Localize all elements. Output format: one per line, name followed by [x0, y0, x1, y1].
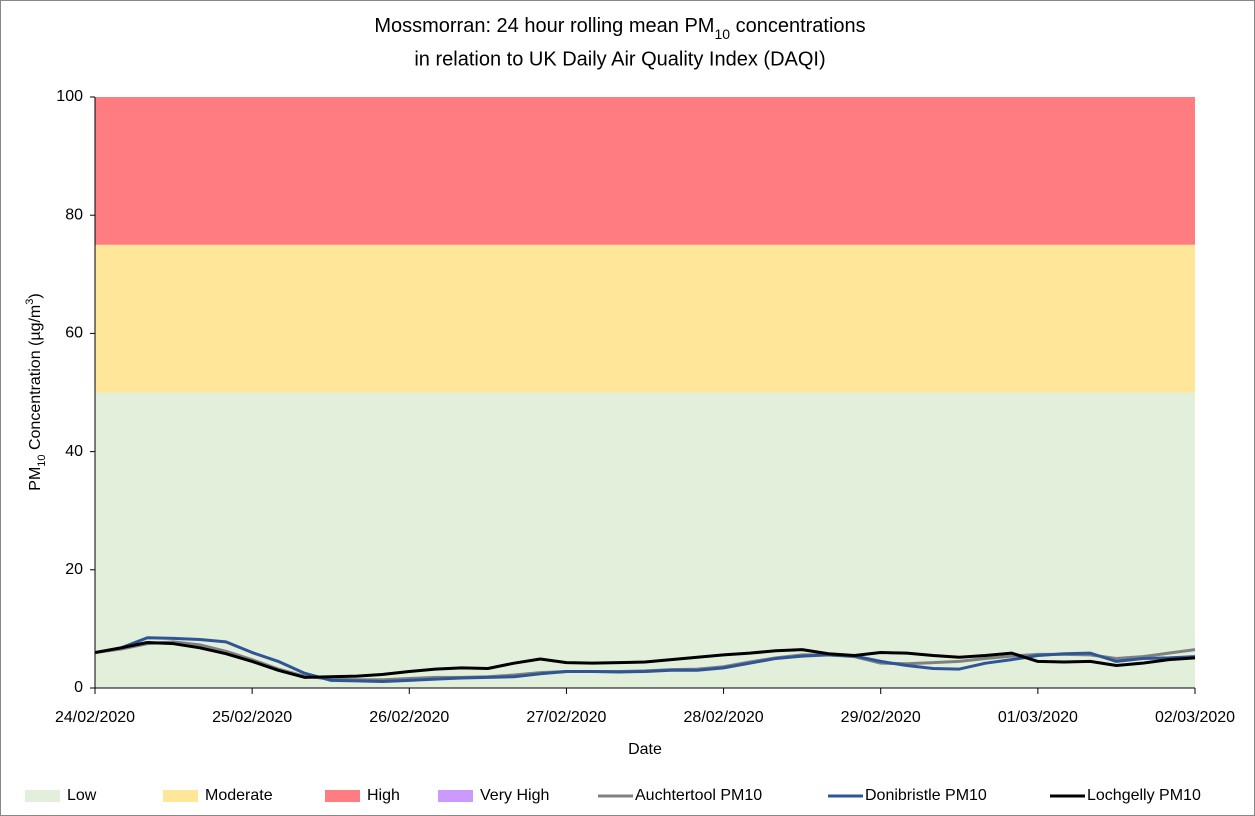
x-tick-label: 26/02/2020 — [369, 709, 449, 726]
legend-swatch — [25, 790, 60, 802]
y-tick-label: 100 — [56, 88, 83, 105]
y-label-subscript: 10 — [36, 454, 48, 466]
y-tick-label: 40 — [65, 443, 83, 460]
y-tick-label: 0 — [74, 679, 83, 696]
y-label-text: PM — [27, 467, 44, 491]
x-tick-label: 25/02/2020 — [212, 709, 292, 726]
legend-label: Auchtertool PM10 — [635, 787, 762, 804]
y-label-superscript: 3 — [24, 299, 36, 305]
chart-subtitle: in relation to UK Daily Air Quality Inde… — [414, 48, 825, 70]
y-label-text: Concentration (µg/m — [27, 305, 44, 455]
x-tick-label: 24/02/2020 — [55, 709, 135, 726]
x-tick-label: 27/02/2020 — [526, 709, 606, 726]
legend-label: Low — [67, 787, 97, 804]
legend-label: Lochgelly PM10 — [1087, 787, 1201, 804]
y-tick-label: 20 — [65, 561, 83, 578]
legend-label: High — [367, 787, 400, 804]
title-subscript: 10 — [714, 26, 730, 42]
legend-label: Donibristle PM10 — [865, 787, 987, 804]
data-line — [94, 640, 1196, 679]
legend-swatch — [163, 790, 198, 802]
y-tick-label: 80 — [65, 206, 83, 223]
x-axis-label: Date — [628, 741, 662, 758]
y-axis-label: PM10 Concentration (µg/m3) — [24, 293, 48, 490]
legend-swatch — [438, 790, 473, 802]
chart-title: Mossmorran: 24 hour rolling mean PM10 co… — [374, 15, 865, 41]
aqi-band — [95, 97, 1195, 245]
aqi-band — [95, 392, 1195, 688]
legend-label: Moderate — [205, 787, 273, 804]
x-tick-label: 01/03/2020 — [998, 709, 1078, 726]
x-tick-label: 02/03/2020 — [1155, 709, 1235, 726]
legend-label: Very High — [480, 787, 549, 804]
title-text: Mossmorran: 24 hour rolling mean PM — [374, 15, 714, 37]
y-label-text: ) — [27, 293, 44, 298]
x-tick-label: 29/02/2020 — [841, 709, 921, 726]
data-line — [94, 636, 1196, 683]
legend-swatch — [325, 790, 360, 802]
y-tick-label: 60 — [65, 325, 83, 342]
title-text: concentrations — [730, 15, 866, 37]
x-tick-label: 28/02/2020 — [684, 709, 764, 726]
aqi-band — [95, 244, 1195, 393]
